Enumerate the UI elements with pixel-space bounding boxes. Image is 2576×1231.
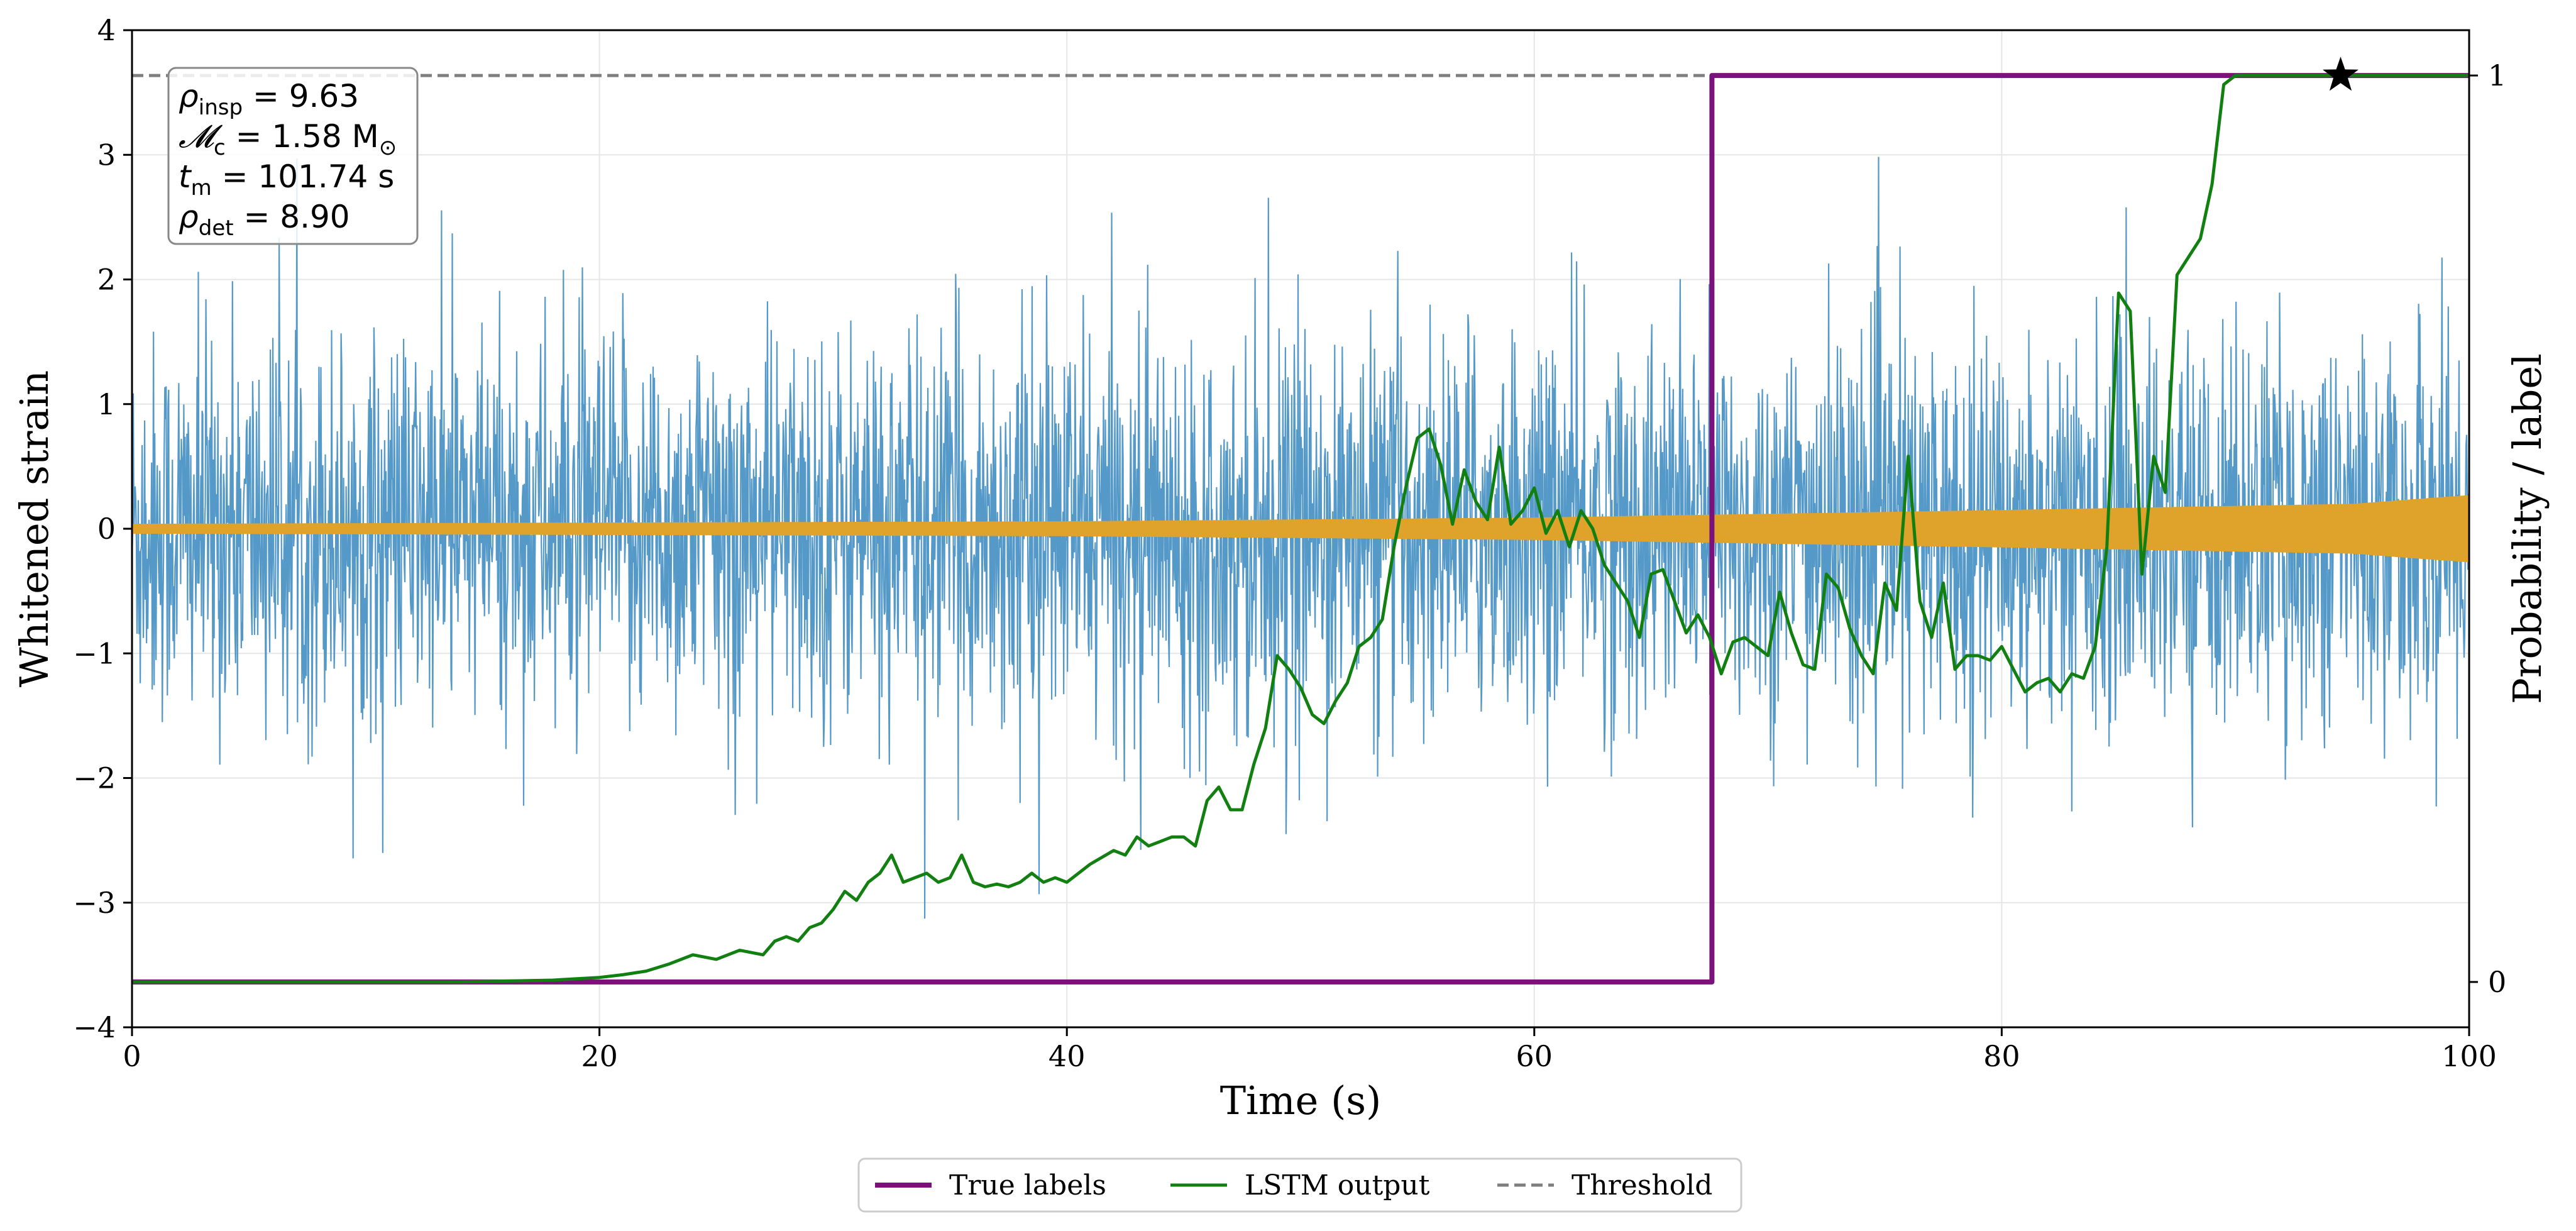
annotation-line-2: tm = 101.74 s [179, 158, 394, 201]
y-left-tick-label-8: −4 [73, 1010, 116, 1044]
legend-label-0: True labels [949, 1169, 1106, 1201]
y-axis-label-left: Whitened strain [11, 370, 57, 687]
annotation-value: = 8.90 [234, 199, 350, 235]
y-left-tick-label-7: −3 [73, 886, 116, 920]
y-left-tick-label-3: 1 [97, 387, 116, 421]
annotation-symbol: ρ [179, 199, 199, 235]
legend: True labels LSTM output Threshold [857, 1157, 1742, 1213]
legend-label-2: Threshold [1571, 1169, 1712, 1201]
x-axis-label: Time (s) [1220, 1078, 1382, 1123]
x-tick-label-4: 80 [1983, 1039, 2020, 1073]
x-tick-label-5: 100 [2441, 1039, 2497, 1073]
y-right-tick-label-0: 1 [2488, 58, 2506, 92]
y-left-tick-label-4: 0 [97, 512, 116, 546]
legend-label-1: LSTM output [1245, 1169, 1430, 1201]
annotation-subscript: m [191, 175, 212, 201]
annotation-box [167, 67, 419, 245]
annotation-subscript: det [199, 216, 234, 241]
annotation-line-0: ρinsp = 9.63 [179, 78, 359, 120]
annotation-line-1: 𝓜c = 1.58 M⊙ [179, 118, 397, 160]
injected-signal-series [132, 495, 2469, 563]
axis-ticks: 0 20 40 60 80 100 4 3 2 1 0 −1 −2 −3 −4 1 0 [73, 13, 2506, 1073]
x-tick-label-2: 40 [1049, 1039, 1086, 1073]
annotation-symbol: ρ [179, 78, 199, 114]
injected-signal-band [132, 495, 2469, 563]
true-labels-line [132, 73, 2469, 985]
y-left-tick-label-0: 4 [97, 13, 116, 47]
y-axis-label-right: Probability / label [2504, 353, 2550, 704]
y-left-tick-label-2: 2 [97, 263, 116, 297]
y-left-tick-label-5: −1 [73, 636, 116, 670]
detection-star-marker [2323, 57, 2359, 91]
annotation-line-3: ρdet = 8.90 [179, 199, 350, 241]
legend-box [857, 1157, 1742, 1213]
annotation-subscript: insp [199, 95, 243, 120]
annotation-subscript: c [214, 135, 226, 160]
annotation-value: = 1.58 M [226, 118, 379, 155]
probability-series [132, 57, 2469, 985]
y-left-tick-label-1: 3 [97, 138, 116, 172]
x-tick-label-0: 0 [123, 1039, 141, 1073]
annotation-value: = 101.74 s [212, 158, 395, 195]
annotation-value: = 9.63 [243, 78, 359, 114]
y-left-tick-label-6: −2 [73, 761, 116, 795]
annotation-symbol: t [179, 158, 192, 195]
x-tick-label-3: 60 [1516, 1039, 1553, 1073]
lstm-output-line [132, 74, 2469, 984]
y-right-tick-label-1: 0 [2488, 965, 2506, 999]
x-tick-label-1: 20 [581, 1039, 618, 1073]
annotation-suffix-subscript: ⊙ [379, 135, 397, 160]
